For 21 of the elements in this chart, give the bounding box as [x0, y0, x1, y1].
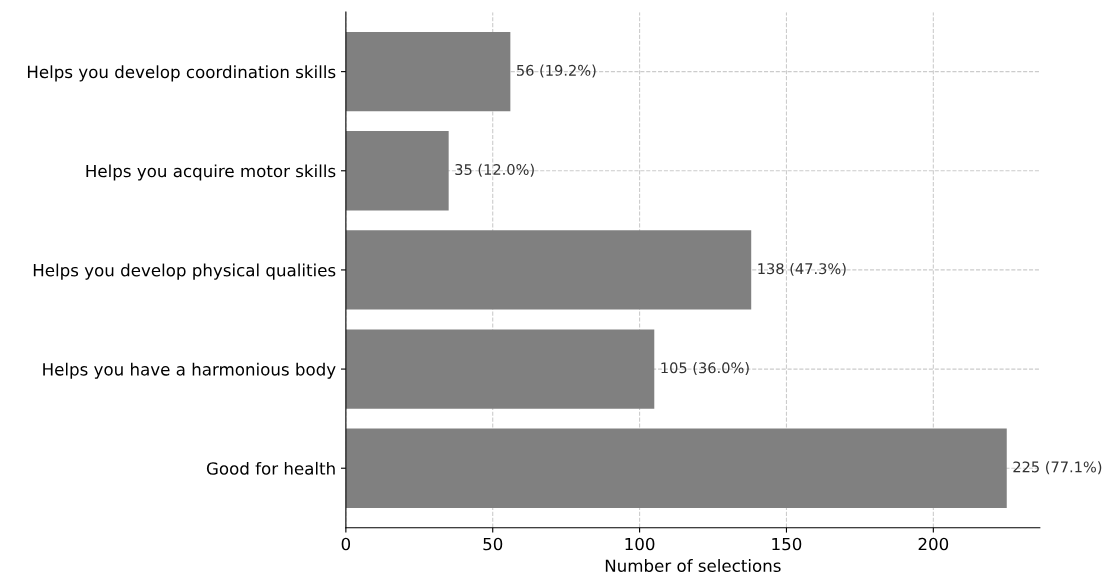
y-tick-label: Helps you acquire motor skills	[86, 164, 336, 181]
y-tick-label: Good for health	[206, 461, 335, 475]
bar	[345, 329, 655, 409]
data-label: 35 (12.0%)	[455, 163, 534, 177]
x-tick-label: 100	[625, 537, 655, 551]
data-label: 105 (36.0%)	[661, 362, 749, 376]
x-tick-label: 0	[341, 537, 351, 551]
bar	[345, 428, 1007, 508]
bar	[345, 131, 449, 211]
y-tick-label: Helps you develop coordination skills	[27, 65, 336, 82]
data-label: 138 (47.3%)	[758, 262, 846, 276]
x-tick-label: 50	[483, 537, 503, 551]
x-tick-label: 200	[918, 537, 949, 551]
x-axis-title: Number of selections	[605, 559, 781, 573]
x-tick-label: 150	[772, 537, 802, 551]
bar	[345, 230, 752, 310]
y-tick-label: Helps you have a harmonious body	[43, 362, 336, 379]
bar	[345, 31, 511, 112]
data-label: 56 (19.2%)	[517, 64, 596, 78]
data-label: 225 (77.1%)	[1013, 461, 1102, 475]
y-tick-label: Helps you develop physical qualities	[33, 263, 336, 280]
